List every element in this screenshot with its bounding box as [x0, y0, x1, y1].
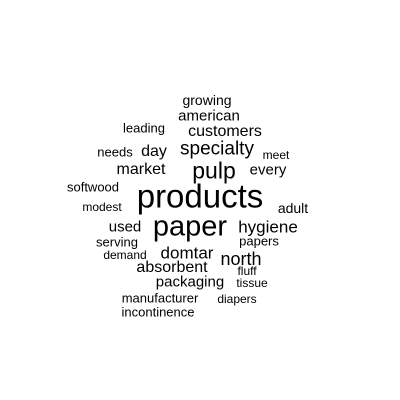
- word-paper: paper: [153, 213, 227, 242]
- word-products: products: [137, 180, 264, 213]
- word-serving: serving: [96, 236, 138, 249]
- word-adult: adult: [278, 201, 308, 215]
- word-growing: growing: [182, 93, 231, 107]
- word-diapers: diapers: [217, 293, 256, 305]
- word-incontinence: incontinence: [122, 306, 195, 319]
- word-needs: needs: [97, 146, 132, 159]
- word-papers: papers: [239, 235, 279, 248]
- word-market: market: [117, 162, 166, 178]
- word-day: day: [141, 144, 167, 160]
- word-modest: modest: [82, 201, 121, 213]
- word-leading: leading: [123, 122, 165, 135]
- word-manufacturer: manufacturer: [122, 292, 199, 305]
- word-softwood: softwood: [67, 181, 119, 194]
- word-every: every: [250, 163, 287, 178]
- word-packaging: packaging: [156, 275, 224, 290]
- word-used: used: [109, 220, 142, 235]
- word-tissue: tissue: [236, 277, 267, 289]
- word-specialty: specialty: [180, 140, 254, 159]
- word-meet: meet: [263, 149, 290, 161]
- word-american: american: [178, 109, 240, 124]
